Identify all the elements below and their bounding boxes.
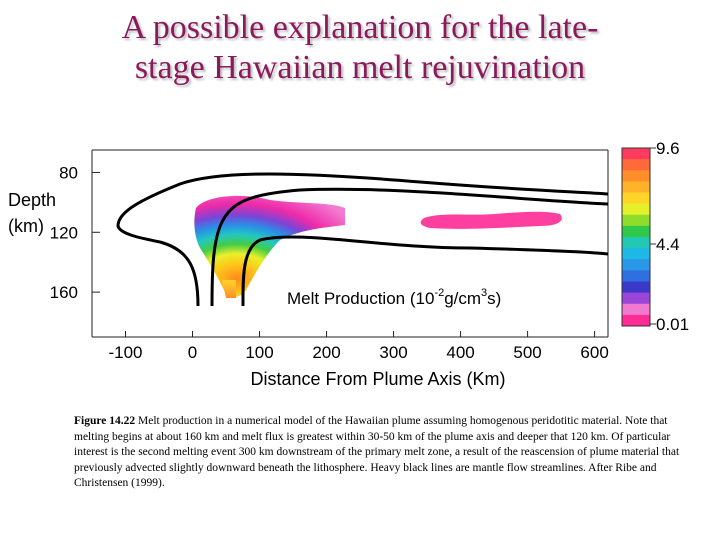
- slide-title-line-1: A possible explanation for the late-: [121, 9, 599, 46]
- x-tick-label: -100: [108, 343, 142, 362]
- x-tick-label: 400: [446, 343, 474, 362]
- colorbar-swatch: [622, 159, 650, 171]
- x-tick-label: 100: [245, 343, 273, 362]
- colorbar-swatch: [622, 270, 650, 282]
- x-axis-label: Distance From Plume Axis (Km): [250, 369, 505, 389]
- colorbar-swatch: [622, 148, 650, 160]
- x-tick-label: 200: [312, 343, 340, 362]
- colorbar-swatch: [622, 292, 650, 305]
- colorbar-swatch: [622, 181, 650, 193]
- chart-title: Melt Production (10-2g/cm3s): [287, 287, 501, 308]
- x-tick-label: 600: [580, 343, 608, 362]
- slide-title: A possible explanation for the late- sta…: [20, 8, 700, 88]
- colorbar-label: 9.6: [656, 139, 680, 158]
- second-melting-zone: [420, 211, 562, 229]
- colorbar-swatch: [622, 314, 650, 327]
- colorbar: [621, 147, 651, 327]
- colorbar-swatch: [622, 192, 650, 205]
- x-tick-label: 0: [188, 343, 197, 362]
- slide-title-line-2: stage Hawaiian melt rejuvination: [134, 49, 586, 86]
- chart-title-sup-1: -2: [434, 287, 444, 299]
- colorbar-swatch: [622, 225, 650, 238]
- chart-title-sup-2: 3: [481, 287, 487, 299]
- x-tick-group: -100 0 100 200 300 400 500 600: [108, 331, 609, 362]
- chart-title-part-1: Melt Production (10: [287, 289, 434, 308]
- colorbar-swatch: [622, 281, 650, 294]
- colorbar-label: 0.01: [656, 315, 689, 334]
- melt-field: [194, 195, 562, 298]
- figure-caption: Figure 14.22 Melt production in a numeri…: [74, 414, 684, 492]
- primary-melt-tail: [222, 280, 236, 298]
- y-tick-label: 160: [50, 283, 78, 302]
- primary-melt-zone: [194, 195, 345, 297]
- plot-frame: [91, 149, 609, 338]
- caption-text: Melt production in a numerical model of …: [74, 415, 680, 489]
- y-axis-label-line-1: Depth: [8, 190, 56, 210]
- colorbar-swatch: [622, 170, 650, 182]
- colorbar-swatch: [622, 237, 650, 249]
- y-tick-label: 80: [59, 163, 78, 182]
- x-tick-label: 500: [513, 343, 541, 362]
- colorbar-swatch: [622, 203, 650, 216]
- streamline-middle: [210, 187, 609, 307]
- chart-title-part-3: s): [487, 289, 501, 308]
- x-tick-label: 300: [379, 343, 407, 362]
- colorbar-swatch: [622, 248, 650, 260]
- colorbar-swatch: [622, 259, 650, 271]
- y-axis-label-line-2: (km): [8, 216, 44, 236]
- colorbar-border: [621, 147, 651, 327]
- colorbar-labels: 9.6 4.4 0.01: [650, 139, 689, 334]
- y-tick-group: 80 120 160: [50, 163, 100, 302]
- x-axis: -100 0 100 200 300 400 500 600 Distance From Pl…: [108, 331, 609, 389]
- y-axis: Depth (km) 80 120 160: [8, 163, 100, 302]
- melt-production-chart: Depth (km) 80 120 160 -100 0 100 200 300 400 500…: [8, 139, 689, 389]
- streamline-inner: [241, 235, 609, 307]
- colorbar-swatch: [622, 303, 650, 316]
- colorbar-label: 4.4: [656, 235, 680, 254]
- caption-label: Figure 14.22: [74, 415, 136, 427]
- colorbar-swatch: [622, 214, 650, 227]
- streamline-outer: [116, 172, 609, 307]
- chart-title-part-2: g/cm: [444, 289, 481, 308]
- streamlines: [116, 172, 609, 307]
- y-tick-label: 120: [50, 223, 78, 242]
